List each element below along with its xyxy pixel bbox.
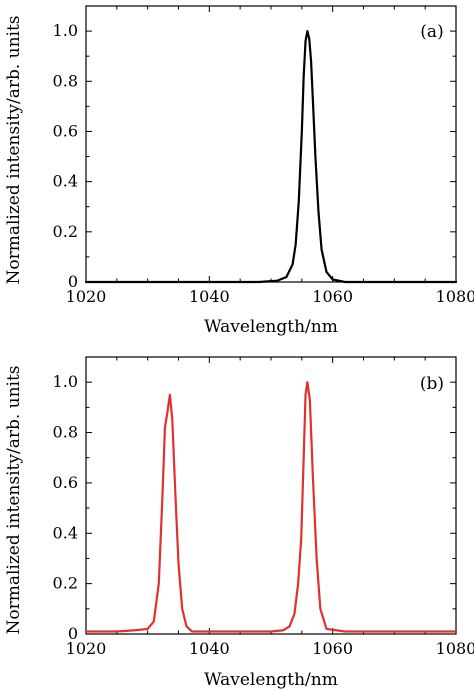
y-tick-label: 1.0: [53, 21, 78, 40]
x-tick-label: 1080: [436, 287, 474, 306]
x-tick-label: 1020: [66, 639, 107, 658]
panel-b: 1020 1040 1060 1080 0 0.2 0.4 0.6 0.8 1.0 (b) Wav…: [4, 356, 474, 690]
x-axis-title: Wavelength/nm: [204, 317, 338, 337]
x-tick-label: 1080: [436, 639, 474, 658]
x-tick-label: 1060: [312, 639, 353, 658]
series-line-0: [84, 29, 458, 284]
y-tick-label: 0.4: [53, 523, 78, 542]
x-tick-label: 1020: [66, 287, 107, 306]
x-tick-label: 1060: [312, 287, 353, 306]
panel-label: (a): [420, 22, 443, 42]
y-tick-label: 0.8: [53, 71, 78, 90]
y-tick-label: 0.6: [53, 121, 78, 140]
y-axis-title: Normalized intensity/arb. units: [4, 365, 24, 634]
y-tick-label: 0.6: [53, 473, 78, 492]
series-line-0: [84, 381, 458, 633]
y-tick-label: 1.0: [53, 372, 78, 391]
plot-content: 1020 1040 1060 1080 0 0.2 0.4 0.6 0.8 1.0: [53, 5, 474, 306]
y-tick-label: 0: [68, 272, 78, 291]
y-axis-title: Normalized intensity/arb. units: [4, 15, 24, 284]
plot-frame: [85, 356, 457, 635]
y-tick-label: 0.8: [53, 423, 78, 442]
x-tick-label: 1040: [189, 287, 230, 306]
y-tick-label: 0.2: [53, 222, 78, 241]
panel-label: (b): [420, 374, 444, 394]
x-tick-label: 1040: [189, 639, 230, 658]
y-tick-label: 0: [68, 624, 78, 643]
plot-frame: [85, 5, 457, 283]
plot-content: 1020 1040 1060 1080 0 0.2 0.4 0.6 0.8 1.0: [53, 356, 474, 658]
y-tick-label: 0.4: [53, 172, 78, 191]
x-axis-title: Wavelength/nm: [204, 670, 338, 690]
y-tick-label: 0.2: [53, 574, 78, 593]
panel-a: 1020 1040 1060 1080 0 0.2 0.4 0.6 0.8 1.0 (a) Wav…: [4, 5, 474, 337]
